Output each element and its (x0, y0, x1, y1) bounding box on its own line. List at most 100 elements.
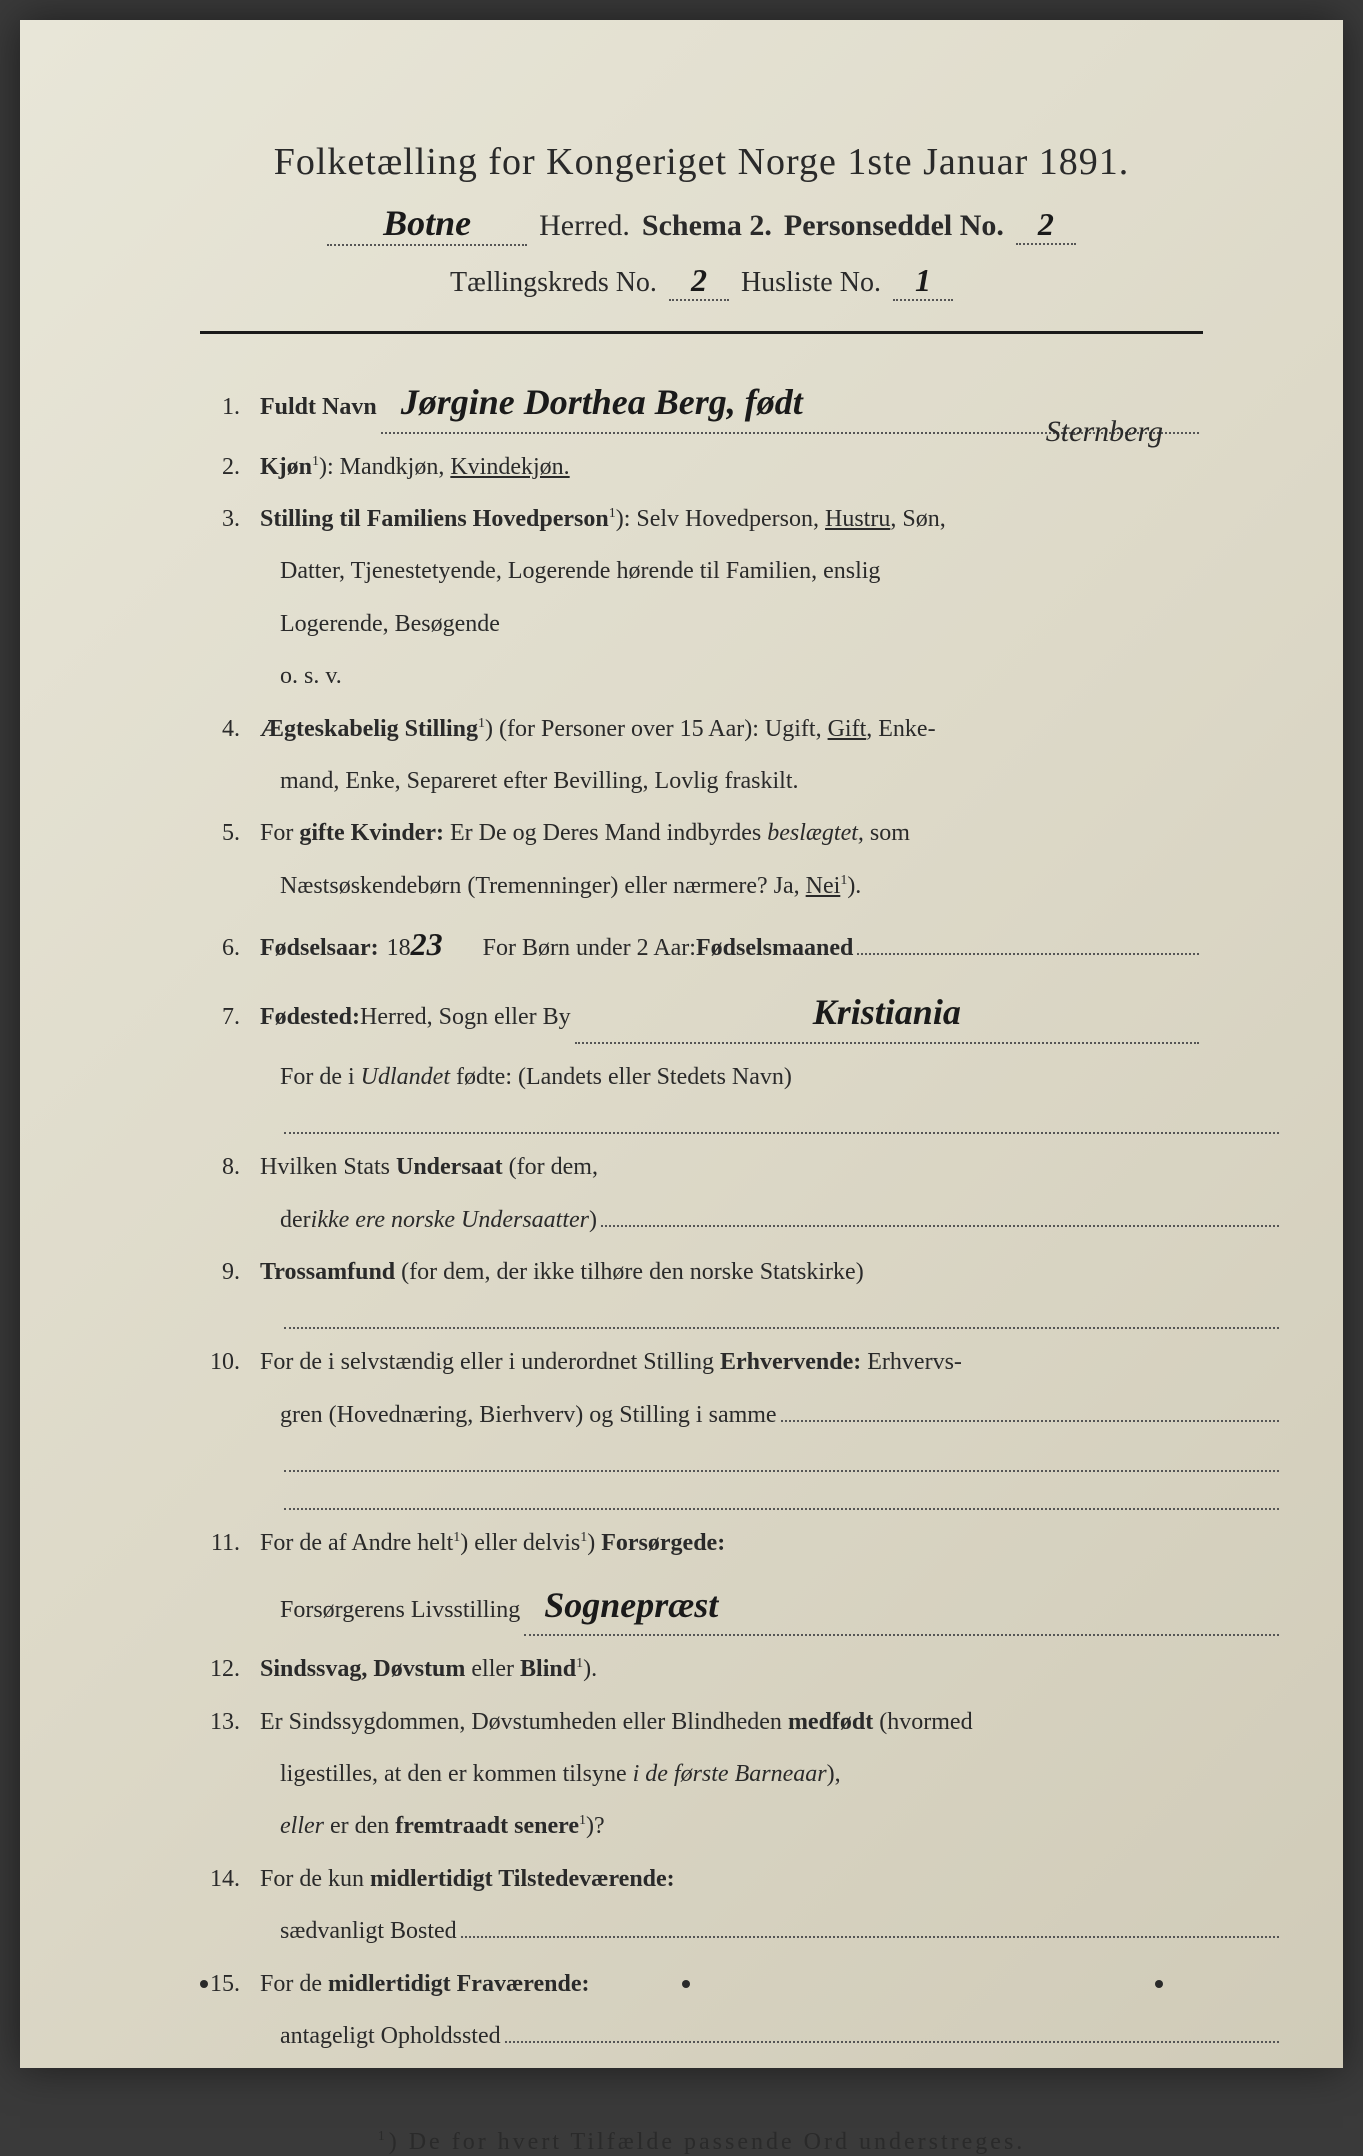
row-1-label: Fuldt Navn (260, 388, 377, 426)
taellingskreds-label: Tællingskreds No. (450, 267, 657, 299)
row-8-line2b: ) (589, 1201, 597, 1239)
row-14-line2-text: sædvanligt Bosted (280, 1912, 457, 1950)
row-8-bold1: Undersaat (396, 1154, 503, 1180)
row-13-line2b: ), (827, 1761, 841, 1787)
personseddel-value: 2 (1016, 206, 1076, 245)
row-9-content: Trossamfund (for dem, der ikke tilhøre d… (260, 1253, 1203, 1291)
row-15-line2: antageligt Opholdssted (280, 2017, 1283, 2055)
row-7-line2-italic: Udlandet (361, 1064, 450, 1090)
row-11-line2a: Forsørgerens Livsstilling (280, 1591, 520, 1629)
row-7-label: Fødested: (260, 998, 360, 1036)
row-2-text: ): Mandkjøn, (319, 454, 450, 480)
row-7-line2b: fødte: (Landets eller Stedets Navn) (450, 1064, 792, 1090)
row-3-line2: Datter, Tjenestetyende, Logerende hørend… (280, 552, 1203, 590)
row-11-num: 11. (200, 1524, 260, 1562)
row-7-value: Kristiania (575, 984, 1199, 1044)
row-8-line2: der ikke ere norske Undersaatter) (280, 1201, 1283, 1239)
row-4: 4. Ægteskabelig Stilling1) (for Personer… (200, 710, 1203, 748)
header-line-2: Botne Herred. Schema 2. Personseddel No.… (200, 202, 1203, 246)
row-11-bold1: Forsørgede: (601, 1530, 725, 1556)
row-13: 13. Er Sindssygdommen, Døvstumheden elle… (200, 1703, 1203, 1741)
row-5: 5. For gifte Kvinder: Er De og Deres Man… (200, 814, 1203, 852)
row-5-line2b: ). (847, 873, 861, 899)
row-1: 1. Fuldt Navn Jørgine Dorthea Berg, født… (200, 374, 1203, 434)
row-13-line3-italic: eller (280, 1813, 324, 1839)
row-4-num: 4. (200, 710, 260, 748)
row-10-bold1: Erhvervende: (720, 1349, 861, 1375)
row-3-sup: 1 (609, 506, 616, 521)
row-8-text2: (for dem, (503, 1154, 598, 1180)
row-12-content: Sindssvag, Døvstum eller Blind1). (260, 1650, 1203, 1688)
row-12-num: 12. (200, 1650, 260, 1688)
row-14: 14. For de kun midlertidigt Tilstedevære… (200, 1860, 1203, 1898)
row-11-line2-value: Sognepræst (524, 1577, 1279, 1637)
row-5-text2: Er De og Deres Mand indbyrdes (444, 820, 767, 846)
row-8: 8. Hvilken Stats Undersaat (for dem, (200, 1148, 1203, 1186)
row-4-sup: 1 (478, 716, 485, 731)
row-13-content: Er Sindssygdommen, Døvstumheden eller Bl… (260, 1703, 1203, 1741)
schema-label: Schema 2. (642, 209, 772, 243)
row-3-text1: ): Selv Hovedperson, (616, 506, 825, 532)
main-title: Folketælling for Kongeriget Norge 1ste J… (200, 140, 1203, 184)
row-6-num: 6. (200, 929, 260, 967)
row-7-text1: Herred, Sogn eller By (360, 998, 571, 1036)
row-2-sup: 1 (312, 454, 319, 469)
row-2-num: 2. (200, 448, 260, 486)
row-15-bold1: midlertidigt Fraværende: (328, 1971, 590, 1997)
punch-hole-left (200, 1980, 208, 1988)
row-15-content: For de midlertidigt Fraværende: (260, 1965, 1203, 2003)
row-10-line2: gren (Hovednæring, Bierhverv) og Stillin… (280, 1396, 1283, 1434)
row-5-italic1: beslægtet, (767, 820, 864, 846)
footnote-sup: 1 (378, 2129, 389, 2144)
row-8-content: Hvilken Stats Undersaat (for dem, (260, 1148, 1203, 1186)
row-10-content: For de i selvstændig eller i underordnet… (260, 1343, 1203, 1381)
punch-hole-right (1155, 1980, 1163, 1988)
row-15-text1: For de (260, 1971, 328, 1997)
row-1-num: 1. (200, 388, 260, 426)
row-10-fill2 (284, 1448, 1279, 1472)
herred-value: Botne (327, 202, 527, 246)
row-14-bold1: midlertidigt Tilstedeværende: (370, 1866, 675, 1892)
row-10-line4 (280, 1486, 1283, 1510)
row-7-line3 (280, 1110, 1283, 1134)
census-form-page: Folketælling for Kongeriget Norge 1ste J… (20, 20, 1343, 2068)
row-5-num: 5. (200, 814, 260, 852)
row-10: 10. For de i selvstændig eller i underor… (200, 1343, 1203, 1381)
row-10-fill3 (284, 1486, 1279, 1510)
row-4-content: Ægteskabelig Stilling1) (for Personer ov… (260, 710, 1203, 748)
row-8-line2-italic: ikke ere norske Undersaatter (311, 1201, 589, 1239)
row-2-label: Kjøn (260, 454, 312, 480)
row-6-fill (857, 931, 1199, 955)
footnote: 1) De for hvert Tilfælde passende Ord un… (200, 2129, 1203, 2156)
row-5-line2-underlined: Nei (806, 873, 841, 899)
row-9-num: 9. (200, 1253, 260, 1291)
row-6: 6. Fødselsaar: 1823 For Børn under 2 Aar… (200, 919, 1203, 970)
row-7-content: Fødested: Herred, Sogn eller By Kristian… (260, 984, 1203, 1044)
row-3-line4: o. s. v. (280, 657, 1203, 695)
row-8-num: 8. (200, 1148, 260, 1186)
row-4-text2: , Enke- (866, 716, 935, 742)
row-4-label: Ægteskabelig Stilling (260, 716, 478, 742)
row-13-line3b: )? (586, 1813, 605, 1839)
row-3: 3. Stilling til Familiens Hovedperson1):… (200, 500, 1203, 538)
row-13-line3: eller er den fremtraadt senere1)? (280, 1807, 1203, 1845)
row-9: 9. Trossamfund (for dem, der ikke tilhør… (200, 1253, 1203, 1291)
row-10-fill1 (781, 1398, 1279, 1422)
row-4-underlined: Gift (828, 716, 867, 742)
row-8-fill (601, 1203, 1279, 1227)
row-11: 11. For de af Andre helt1) eller delvis1… (200, 1524, 1203, 1562)
row-13-line2: ligestilles, at den er kommen tilsyne i … (280, 1755, 1203, 1793)
header-line-3: Tællingskreds No. 2 Husliste No. 1 (200, 262, 1203, 301)
row-12-text1: eller (465, 1656, 520, 1682)
row-3-underlined: Hustru (825, 506, 890, 532)
row-13-line2-italic: i de første Barneaar (633, 1761, 827, 1787)
row-13-text1: Er Sindssygdommen, Døvstumheden eller Bl… (260, 1709, 788, 1735)
row-12: 12. Sindssvag, Døvstum eller Blind1). (200, 1650, 1203, 1688)
row-12-bold2: Blind (520, 1656, 576, 1682)
row-13-line3a: er den (324, 1813, 395, 1839)
row-11-line2: Forsørgerens Livsstilling Sognepræst (280, 1577, 1283, 1637)
row-13-text2: (hvormed (873, 1709, 972, 1735)
row-13-line3-bold: fremtraadt senere (395, 1813, 579, 1839)
row-7: 7. Fødested: Herred, Sogn eller By Krist… (200, 984, 1203, 1044)
row-7-num: 7. (200, 998, 260, 1036)
